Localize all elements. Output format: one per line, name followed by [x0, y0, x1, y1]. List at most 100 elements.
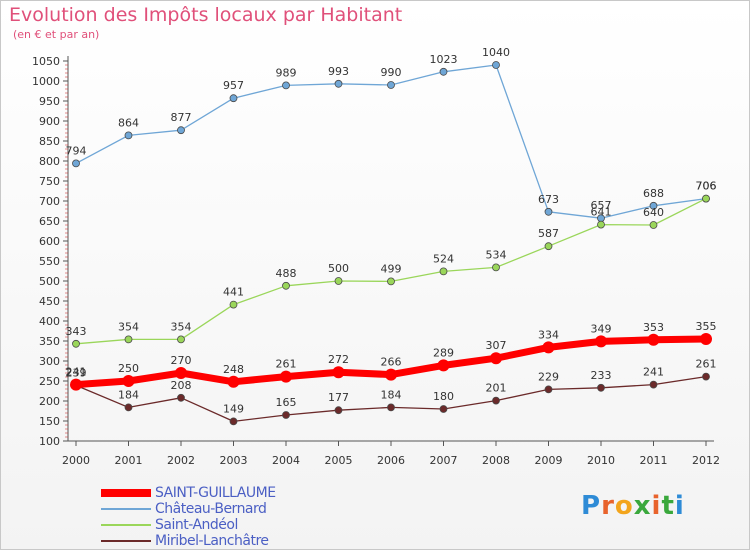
data-point [597, 383, 605, 392]
y-tick-label: 800 [39, 155, 60, 168]
data-point [649, 380, 658, 389]
data-point [490, 352, 502, 365]
data-label: 229 [538, 370, 559, 383]
data-label: 441 [223, 286, 244, 299]
legend-label-miribel-lanchatre: Miribel-Lanchâtre [155, 533, 269, 549]
data-label: 248 [223, 363, 244, 376]
data-point [72, 339, 80, 348]
data-label: 149 [223, 402, 244, 415]
data-point [439, 67, 448, 76]
data-point [334, 79, 343, 88]
logo-letter: i [651, 491, 662, 521]
y-tick-label: 1000 [32, 75, 60, 88]
data-point [124, 403, 133, 412]
legend-label-saint-guillaume: SAINT-GUILLAUME [155, 485, 276, 501]
proxiti-logo: Proxiti [581, 491, 685, 521]
y-tick-label: 400 [39, 315, 60, 328]
data-point [229, 417, 238, 426]
data-point [70, 378, 82, 391]
x-tick-label: 2008 [482, 454, 510, 467]
y-tick-label: 550 [39, 255, 60, 268]
data-point [649, 221, 658, 229]
y-tick-label: 750 [39, 175, 60, 188]
legend-swatch-miribel-lanchatre [101, 540, 151, 542]
x-tick-label: 2002 [167, 454, 195, 467]
data-point [702, 194, 710, 203]
data-label: 673 [538, 193, 559, 206]
series-miribel-lanchatre [72, 372, 710, 426]
data-label: 250 [118, 362, 139, 375]
data-label: 343 [66, 325, 87, 338]
data-label: 353 [643, 321, 664, 334]
logo-letter: x [633, 491, 652, 521]
x-tick-label: 2012 [692, 454, 720, 467]
logo-letter: i [674, 491, 685, 521]
data-point [124, 335, 133, 344]
data-label: 1023 [430, 53, 458, 66]
data-point [282, 81, 290, 90]
data-label: 272 [328, 353, 349, 366]
data-point [439, 405, 448, 413]
logo-letter: r [601, 491, 615, 521]
y-tick-label: 500 [39, 275, 60, 288]
data-point [282, 281, 290, 290]
y-tick-label: 150 [39, 415, 60, 428]
series-saint-guillaume [70, 333, 712, 391]
data-point [387, 277, 395, 286]
data-label: 349 [591, 322, 612, 335]
x-tick-label: 2009 [535, 454, 563, 467]
legend-swatch-chateau-bernard [101, 508, 151, 510]
data-point [177, 126, 185, 135]
data-label: 334 [538, 328, 559, 341]
data-label: 354 [118, 320, 139, 333]
y-tick-label: 250 [39, 375, 60, 388]
data-label: 989 [276, 66, 297, 79]
x-tick-label: 2001 [115, 454, 143, 467]
legend-label-saint-andeol: Saint-Andéol [155, 517, 238, 533]
data-point [229, 300, 238, 309]
data-labels-layer: 794 864 877 957 989 993 990 1023 1040 673 657 688 70… [66, 46, 717, 415]
data-label: 706 [696, 180, 717, 193]
data-label: 241 [66, 366, 87, 379]
data-label: 261 [276, 358, 297, 371]
y-tick-label: 700 [39, 195, 60, 208]
y-tick-label: 100 [39, 435, 60, 448]
data-label: 239 [66, 366, 87, 379]
data-point [492, 396, 500, 405]
chart-title: Evolution des Impôts locaux par Habitant [9, 4, 403, 26]
data-label: 1040 [482, 46, 510, 59]
data-label: 657 [591, 199, 612, 212]
legend-label-chateau-bernard: Château-Bernard [155, 501, 267, 517]
y-tick-label: 950 [39, 95, 60, 108]
x-tick-label: 2007 [430, 454, 458, 467]
data-point [385, 368, 397, 381]
logo-letter: o [614, 491, 634, 521]
data-point [229, 94, 238, 103]
series-chateau-bernard [72, 61, 710, 223]
data-label: 261 [696, 358, 717, 371]
data-label: 184 [118, 388, 139, 401]
data-label: 957 [223, 79, 244, 92]
data-label: 794 [66, 144, 87, 157]
data-label: 180 [433, 390, 454, 403]
data-label: 990 [381, 66, 402, 79]
x-tick-label: 2010 [587, 454, 615, 467]
data-label: 201 [486, 382, 507, 395]
data-point [334, 406, 343, 415]
y-tick-label: 600 [39, 235, 60, 248]
x-tick-label: 2011 [640, 454, 668, 467]
series-layer [70, 61, 712, 426]
data-point [544, 242, 553, 251]
data-label: 208 [171, 379, 192, 392]
data-label: 641 [591, 206, 612, 219]
data-label: 270 [171, 354, 192, 367]
data-label: 289 [433, 346, 454, 359]
y-tick-label: 900 [39, 115, 60, 128]
data-label: 500 [328, 262, 349, 275]
x-tick-label: 2005 [325, 454, 353, 467]
data-label: 706 [696, 180, 717, 193]
data-point [334, 277, 343, 285]
data-label: 233 [591, 369, 612, 382]
y-tick-label: 300 [39, 355, 60, 368]
data-label: 307 [486, 339, 507, 352]
